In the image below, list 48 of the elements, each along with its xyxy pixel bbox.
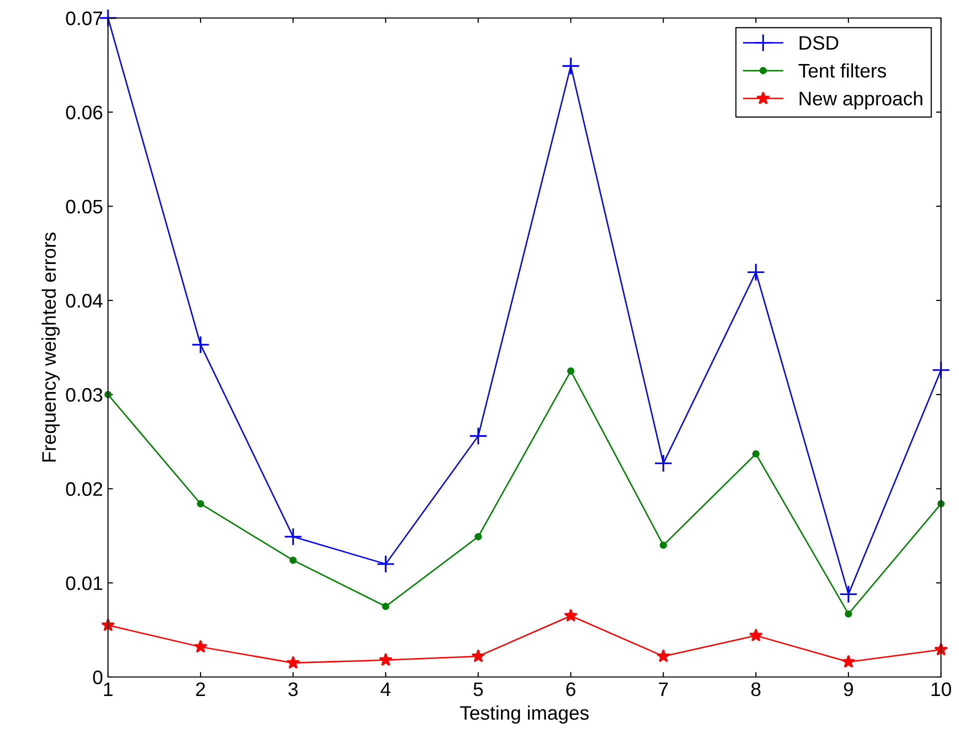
y-axis-title: Frequency weighted errors [42,232,60,462]
y-tick-label: 0.04 [66,294,103,308]
point [746,263,766,282]
point [376,554,395,574]
point [567,367,574,375]
x-tick-label: 3 [288,682,298,696]
x-tick-label: 6 [566,682,576,696]
point [844,610,852,618]
point [654,454,672,472]
x-axis-title: Testing images [460,706,589,724]
y-tick-label: 0.03 [66,388,102,402]
point [749,628,763,642]
point [474,533,482,540]
y-tick-label: 0.05 [66,200,102,214]
y-tick-label: 0.06 [66,106,102,120]
point [382,602,390,610]
point [286,656,300,669]
x-tick-label: 8 [751,682,760,696]
x-tick-label: 5 [474,682,483,696]
x-tick-label: 10 [932,682,952,696]
point [290,556,297,564]
point [660,542,667,549]
point [842,654,856,668]
point [469,426,488,446]
y-tick-label: 0.01 [66,576,102,590]
x-tick-label: 9 [844,682,853,696]
point [564,608,578,622]
point [194,640,208,653]
point [284,528,302,546]
point [378,652,392,666]
point [656,649,670,662]
point [839,584,858,604]
y-tick-label: 0 [93,670,102,684]
point [471,649,485,662]
point [752,450,760,458]
x-tick-label: 4 [380,682,391,696]
y-tick-label: 0.07 [66,11,102,26]
legend-label: Tent filters [798,63,886,78]
legend-label: New approach [800,91,922,110]
legend-label: DSD [800,36,838,50]
point [191,336,210,354]
point [932,360,950,380]
point [196,500,204,508]
y-tick-label: 0.02 [66,482,102,496]
x-tick-label: 1 [104,682,112,696]
x-tick-label: 2 [196,682,205,696]
x-tick-label: 7 [658,682,668,696]
point [562,56,580,76]
